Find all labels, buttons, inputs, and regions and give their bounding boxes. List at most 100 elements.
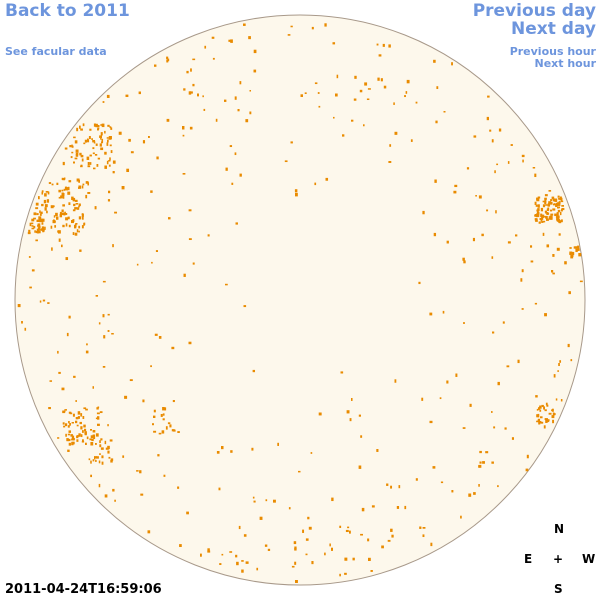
facula	[434, 179, 437, 183]
facula	[550, 213, 554, 216]
facula	[293, 541, 297, 545]
facula	[76, 424, 79, 427]
facula	[538, 221, 541, 224]
facula	[552, 254, 555, 257]
facula	[66, 332, 69, 337]
facula	[294, 189, 298, 193]
facula	[243, 305, 247, 308]
facula	[363, 124, 365, 127]
facula	[142, 140, 146, 144]
facula	[496, 163, 499, 166]
facula	[94, 456, 96, 460]
facula	[421, 397, 424, 401]
facula	[41, 226, 45, 229]
facula	[479, 450, 482, 454]
facula	[53, 219, 55, 222]
facula	[97, 423, 100, 426]
facula	[61, 177, 64, 181]
facula	[61, 244, 63, 248]
facula	[331, 547, 334, 551]
facula	[136, 263, 139, 266]
facula	[252, 496, 255, 499]
facula	[65, 257, 69, 261]
back-link[interactable]: Back to 2011	[5, 1, 130, 21]
facula	[544, 194, 548, 197]
facula	[55, 212, 58, 217]
facula	[28, 229, 31, 233]
facula	[96, 125, 100, 128]
facula	[100, 438, 103, 441]
facula	[237, 109, 240, 112]
facula	[35, 207, 39, 210]
previous-day-link[interactable]: Previous day	[472, 1, 596, 21]
facula	[76, 207, 80, 210]
facula	[33, 217, 36, 220]
facula	[34, 230, 36, 233]
facula	[575, 246, 579, 249]
facula	[54, 225, 57, 228]
facula	[451, 490, 454, 493]
facula	[558, 233, 561, 236]
facula	[248, 36, 251, 40]
facula	[74, 140, 78, 144]
facula	[475, 195, 477, 197]
facula	[492, 331, 495, 334]
facula	[318, 412, 322, 416]
facula	[557, 370, 560, 372]
facula	[221, 446, 224, 450]
facula	[100, 132, 103, 136]
facula	[549, 209, 553, 212]
facula	[76, 439, 79, 442]
facula	[31, 269, 35, 272]
next-day-link[interactable]: Next day	[511, 19, 596, 39]
facula	[83, 142, 86, 145]
facula	[72, 232, 75, 235]
facula	[535, 219, 538, 222]
facula	[42, 218, 45, 222]
facula	[544, 418, 547, 421]
facula	[68, 315, 71, 319]
facula	[101, 455, 104, 459]
facula	[58, 196, 62, 199]
previous-hour-link[interactable]: Previous hour	[509, 45, 596, 58]
facula	[443, 111, 446, 113]
facula	[215, 118, 218, 122]
facula	[538, 407, 540, 410]
facula	[68, 442, 71, 446]
facular-data-link[interactable]: See facular data	[5, 45, 107, 58]
facula	[63, 425, 66, 428]
facula	[107, 424, 109, 427]
facula	[555, 216, 559, 218]
facula	[97, 127, 100, 130]
facula	[89, 128, 92, 131]
facula	[68, 224, 71, 228]
facula	[284, 160, 288, 163]
facula	[67, 433, 71, 436]
facula	[367, 538, 370, 542]
facula	[161, 430, 165, 434]
facula	[387, 539, 391, 542]
facula	[294, 546, 297, 550]
facula	[171, 346, 175, 350]
facula	[358, 465, 362, 469]
facula	[71, 422, 74, 424]
facula	[71, 144, 73, 148]
facula	[47, 302, 50, 304]
facula	[535, 204, 538, 207]
facula	[241, 560, 244, 562]
facula	[100, 138, 102, 140]
facula	[478, 484, 480, 487]
facula	[225, 167, 228, 171]
facula	[376, 449, 379, 452]
facula	[85, 194, 88, 199]
facula	[153, 415, 156, 418]
compass-south: S	[554, 582, 563, 596]
facula	[51, 247, 53, 251]
next-hour-link[interactable]: Next hour	[534, 57, 597, 70]
facula	[162, 418, 165, 421]
facula	[318, 105, 321, 108]
facula	[360, 435, 363, 438]
facula	[31, 225, 34, 227]
facula	[547, 419, 550, 423]
facula	[442, 310, 445, 314]
